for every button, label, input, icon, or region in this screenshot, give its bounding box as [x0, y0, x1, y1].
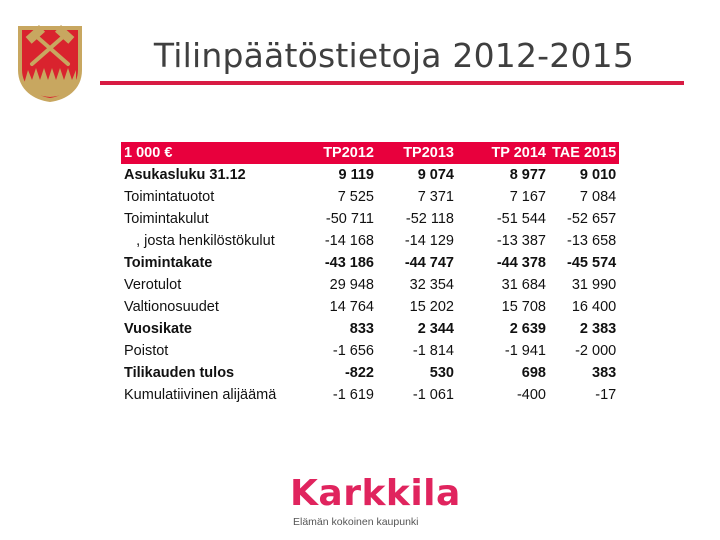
- row-label: Kumulatiivinen alijäämä: [124, 387, 277, 403]
- table-row: Tilikauden tulos -822 530 698 383: [121, 362, 619, 384]
- table-cell: 2 639: [509, 321, 546, 337]
- table-cell: -44 747: [404, 255, 454, 271]
- table-cell: -52 118: [405, 211, 454, 227]
- table-cell: -1 941: [504, 343, 546, 359]
- slide-title: Tilinpäätöstietoja 2012-2015: [153, 36, 635, 75]
- column-header-unit: 1 000 €: [121, 142, 299, 164]
- table-cell: 29 948: [329, 277, 374, 293]
- table-cell: -1 656: [332, 343, 374, 359]
- row-label: Vuosikate: [124, 321, 192, 337]
- row-label: Poistot: [124, 343, 169, 359]
- column-header-tp2013: TP2013: [377, 142, 457, 164]
- table-row: Valtionosuudet 14 764 15 202 15 708 16 400: [121, 296, 619, 318]
- table-cell: -14 168: [324, 233, 374, 249]
- table-cell: 7 525: [337, 189, 374, 205]
- table-cell: -17: [595, 387, 617, 403]
- table-cell: -400: [516, 387, 546, 403]
- table-cell: 15 202: [409, 299, 454, 315]
- table-row: Asukasluku 31.12 9 119 9 074 8 977 9 010: [121, 164, 619, 186]
- table-cell: 2 344: [417, 321, 454, 337]
- table-cell: 7 167: [509, 189, 546, 205]
- table-cell: -51 544: [496, 211, 546, 227]
- table-cell: -2 000: [575, 343, 617, 359]
- table-cell: -822: [344, 365, 374, 381]
- row-label: Toimintatuotot: [124, 189, 215, 205]
- table-row: Poistot -1 656 -1 814 -1 941 -2 000: [121, 340, 619, 362]
- table-cell: 9 010: [579, 167, 617, 183]
- title-underline: [100, 81, 684, 85]
- logo-wordmark: Karkkila: [290, 473, 461, 514]
- table-header: 1 000 € TP2012 TP2013 TP 2014 TAE 2015: [121, 142, 620, 164]
- coat-of-arms-icon: [18, 25, 82, 102]
- karkkila-logo: Karkkila Elämän kokoinen kaupunki: [290, 474, 460, 529]
- table-row: Toimintatuotot 7 525 7 371 7 167 7 084: [121, 186, 619, 208]
- table-cell: 9 119: [338, 167, 375, 183]
- column-header-tp2014: TP 2014: [457, 142, 549, 164]
- table-cell: -44 378: [496, 255, 546, 271]
- table-cell: 15 708: [501, 299, 546, 315]
- table-row: , josta henkilöstökulut -14 168 -14 129 -13…: [121, 230, 619, 252]
- table-cell: -50 711: [325, 211, 374, 227]
- table-row: Toimintakate -43 186 -44 747 -44 378 -45 574: [121, 252, 619, 274]
- logo-tagline: Elämän kokoinen kaupunki: [293, 516, 419, 528]
- table-cell: 2 383: [579, 321, 617, 337]
- table-cell: -52 657: [567, 211, 617, 227]
- table-cell: -43 186: [324, 255, 374, 271]
- table-cell: 383: [592, 365, 617, 381]
- table-cell: 31 990: [571, 277, 617, 293]
- row-label: Tilikauden tulos: [124, 365, 235, 381]
- row-label: Asukasluku 31.12: [124, 167, 246, 183]
- table-cell: -1 619: [332, 387, 374, 403]
- table-row: Vuosikate 833 2 344 2 639 2 383: [121, 318, 619, 340]
- table-cell: -14 129: [404, 233, 454, 249]
- column-header-tae2015: TAE 2015: [549, 142, 620, 164]
- table-cell: 16 400: [571, 299, 617, 315]
- row-label: Valtionosuudet: [124, 299, 219, 315]
- table-cell: -13 387: [496, 233, 546, 249]
- financial-table: 1 000 € TP2012 TP2013 TP 2014 TAE 2015 A…: [121, 142, 620, 406]
- table-row: Toimintakulut -50 711 -52 118 -51 544 -52 65…: [121, 208, 619, 230]
- row-label: Verotulot: [124, 277, 182, 293]
- table-row: Kumulatiivinen alijäämä -1 619 -1 061 -400 -…: [121, 384, 619, 406]
- table-cell: 7 084: [579, 189, 617, 205]
- header-row: 1 000 € TP2012 TP2013 TP 2014 TAE 2015: [121, 142, 620, 164]
- table-cell: -1 061: [412, 387, 454, 403]
- table-cell: 833: [349, 321, 374, 337]
- table-cell: -45 574: [567, 255, 617, 271]
- table-cell: 8 977: [509, 167, 546, 183]
- table-cell: 32 354: [409, 277, 454, 293]
- table-cell: 698: [521, 365, 546, 381]
- table-cell: 530: [429, 365, 454, 381]
- row-label: Toimintakulut: [124, 211, 209, 227]
- table-cell: -13 658: [567, 233, 617, 249]
- column-header-tp2012: TP2012: [299, 142, 377, 164]
- table-cell: 7 371: [417, 189, 454, 205]
- row-label: , josta henkilöstökulut: [124, 233, 275, 249]
- table-body: Asukasluku 31.12 9 119 9 074 8 977 9 010 Toim…: [121, 164, 619, 406]
- row-label: Toimintakate: [124, 255, 213, 271]
- table-cell: 14 764: [329, 299, 374, 315]
- table-row: Verotulot 29 948 32 354 31 684 31 990: [121, 274, 619, 296]
- table-cell: 31 684: [501, 277, 546, 293]
- table-cell: -1 814: [412, 343, 454, 359]
- table-cell: 9 074: [417, 167, 454, 183]
